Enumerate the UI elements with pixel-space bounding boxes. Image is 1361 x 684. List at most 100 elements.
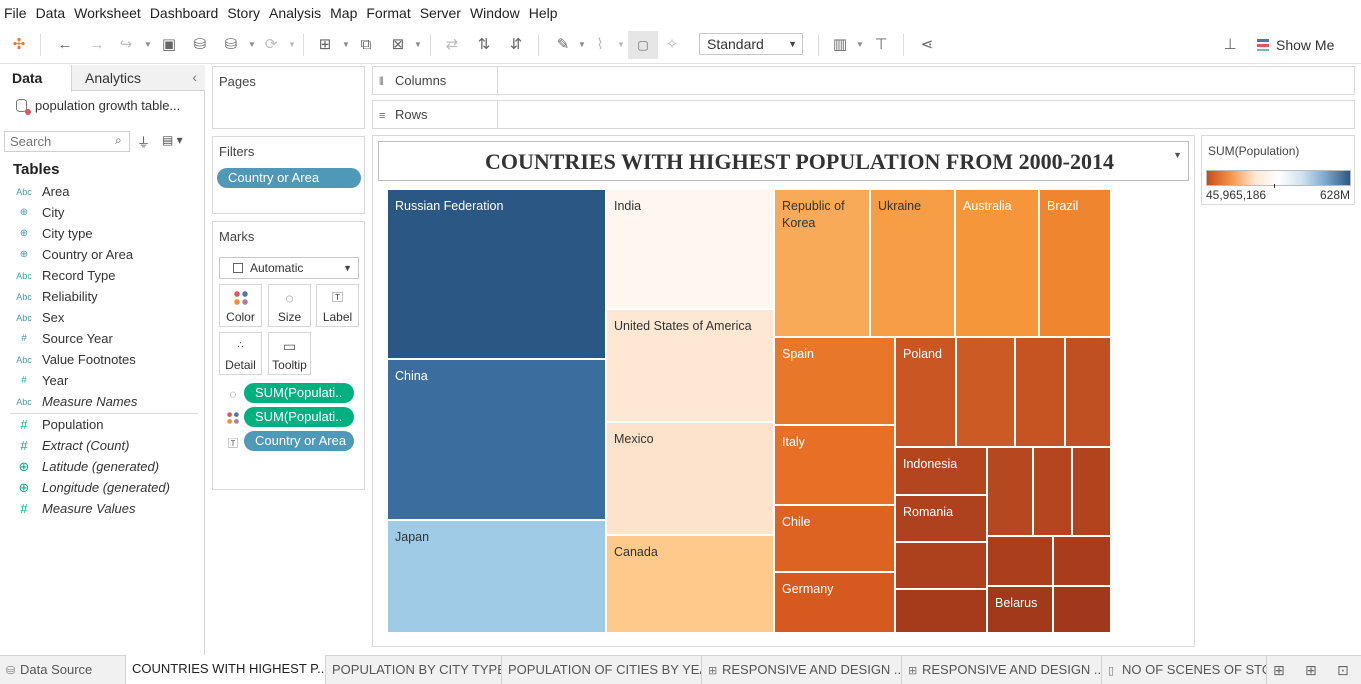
tooltip-button[interactable]: ▭ Tooltip [268, 332, 311, 375]
treemap-tile[interactable]: Russian Federation [387, 189, 606, 359]
color-pill[interactable]: SUM(Populati.. [244, 407, 354, 427]
save-icon[interactable]: ▣ [161, 36, 177, 53]
show-mark-labels-icon[interactable]: ▢ [637, 38, 649, 52]
menu-window[interactable]: Window [469, 5, 520, 21]
treemap-tile[interactable]: Romania [895, 495, 987, 542]
duplicate-sheet-icon[interactable]: ⧉ [360, 36, 372, 53]
treemap-tile[interactable] [1015, 337, 1065, 447]
treemap-tile[interactable] [1053, 586, 1111, 633]
treemap-tile[interactable]: Japan [387, 520, 606, 633]
sort-ascending-icon[interactable]: ⇅ [477, 36, 491, 53]
share-icon[interactable]: ⋖ [920, 36, 934, 53]
treemap-tile[interactable] [1072, 447, 1111, 536]
field-item[interactable]: # Year [0, 371, 200, 391]
treemap-tile[interactable] [1033, 447, 1072, 536]
menu-help[interactable]: Help [528, 5, 558, 21]
treemap-tile[interactable]: Poland [895, 337, 956, 447]
field-item[interactable]: Abc Record Type [0, 266, 200, 286]
menu-data[interactable]: Data [35, 5, 66, 21]
datasource-item[interactable]: population growth table... [16, 98, 180, 115]
clear-sheet-icon[interactable]: ⊠ [391, 36, 405, 53]
field-item[interactable]: ⊕ Country or Area [0, 245, 200, 265]
menu-map[interactable]: Map [330, 5, 358, 21]
highlight-icon[interactable]: ✎ [556, 36, 570, 53]
field-item[interactable]: # Measure Values [0, 499, 200, 519]
sheet-tab[interactable]: ⊞ RESPONSIVE AND DESIGN ... [702, 656, 902, 684]
field-item[interactable]: Abc Value Footnotes [0, 350, 200, 370]
treemap-tile[interactable]: Indonesia [895, 447, 987, 495]
treemap-tile[interactable] [987, 536, 1053, 586]
field-item[interactable]: ⊕ Latitude (generated) [0, 457, 200, 477]
field-item[interactable]: Abc Reliability [0, 287, 200, 307]
group-members-icon[interactable]: ⌇ [596, 36, 604, 53]
size-button[interactable]: ◌ Size [268, 284, 311, 327]
tableau-logo-icon[interactable]: ✣ [12, 36, 26, 53]
color-legend[interactable]: SUM(Population) 45,965,186 628M [1201, 135, 1355, 205]
treemap-tile[interactable]: India [606, 189, 774, 309]
menu-worksheet[interactable]: Worksheet [74, 5, 141, 21]
menu-file[interactable]: File [4, 5, 27, 21]
treemap-tile[interactable]: Belarus [987, 586, 1053, 633]
show-me-button[interactable]: Show Me [1257, 35, 1334, 55]
filters-card[interactable]: Filters Country or Area [212, 136, 365, 214]
treemap-tile[interactable]: Italy [774, 425, 895, 505]
sheet-tab[interactable]: ⊞ RESPONSIVE AND DESIGN ... [902, 656, 1102, 684]
new-dashboard-icon[interactable]: ⊞ [1305, 662, 1317, 678]
fit-select[interactable]: Standard ▼ [699, 33, 803, 55]
new-data-source-icon[interactable]: ⛁ [193, 36, 207, 53]
treemap-tile[interactable] [895, 542, 987, 589]
swap-rows-columns-icon[interactable]: ⇄ [445, 36, 459, 53]
filter-pill-country-or-area[interactable]: Country or Area [217, 168, 361, 188]
treemap-tile[interactable]: Ukraine [870, 189, 955, 337]
treemap-tile[interactable]: Republic of Korea [774, 189, 870, 337]
worksheet-title-box[interactable]: COUNTRIES WITH HIGHEST POPULATION FROM 2… [378, 141, 1189, 181]
field-item[interactable]: ⊕ City type [0, 224, 200, 244]
sheet-tab[interactable]: ⛁ Data Source [0, 656, 126, 684]
treemap-tile[interactable] [1065, 337, 1111, 447]
treemap-tile[interactable]: United States of America [606, 309, 774, 422]
undo-icon[interactable]: ← [57, 36, 73, 53]
refresh-icon[interactable]: ⟳ [264, 36, 278, 53]
menu-format[interactable]: Format [366, 5, 411, 21]
menu-analysis[interactable]: Analysis [269, 5, 322, 21]
new-worksheet-icon[interactable]: ⊞ [318, 36, 332, 53]
treemap-tile[interactable]: Chile [774, 505, 895, 572]
chevron-down-icon[interactable]: ▼ [1173, 150, 1182, 160]
tab-data[interactable]: Data [0, 65, 72, 92]
field-item[interactable]: Abc Sex [0, 308, 200, 328]
show-cards-icon[interactable]: ▥ [832, 36, 848, 53]
field-item[interactable]: ⊕ City [0, 203, 200, 223]
sheet-tab[interactable]: POPULATION OF CITIES BY YEAR [502, 656, 702, 684]
detail-button[interactable]: ∴ Detail [219, 332, 262, 375]
treemap-tile[interactable] [895, 589, 987, 633]
treemap-tile[interactable]: Spain [774, 337, 895, 425]
redo-icon[interactable]: → [89, 36, 105, 53]
treemap-tile[interactable]: Germany [774, 572, 895, 633]
marks-card-toggle-icon[interactable]: ⊥ [1223, 36, 1237, 53]
list-view-icon[interactable]: ▤ ▾ [162, 133, 183, 147]
field-item[interactable]: # Population [0, 415, 200, 435]
treemap-tile[interactable] [956, 337, 1015, 447]
pause-updates-icon[interactable]: ⛁ [224, 36, 238, 53]
sheet-tab[interactable]: COUNTRIES WITH HIGHEST P... [126, 655, 326, 684]
menu-server[interactable]: Server [419, 5, 461, 21]
treemap-tile[interactable]: China [387, 359, 606, 520]
search-input[interactable] [4, 131, 130, 152]
size-pill[interactable]: SUM(Populati.. [244, 383, 354, 403]
search-icon[interactable]: ⌕ [115, 133, 122, 147]
presentation-mode-icon[interactable]: ⊤ [874, 36, 888, 53]
new-story-icon[interactable]: ⊡ [1337, 662, 1349, 678]
filter-icon[interactable]: ⏚ [137, 135, 151, 150]
treemap-tile[interactable]: Australia [955, 189, 1039, 337]
label-button[interactable]: 🅃 Label [316, 284, 359, 327]
field-item[interactable]: # Source Year [0, 329, 200, 349]
field-item[interactable]: Abc Area [0, 182, 200, 202]
treemap-tile[interactable] [1053, 536, 1111, 586]
label-pill[interactable]: Country or Area [244, 431, 354, 451]
collapse-left-icon[interactable]: ‹ [192, 69, 197, 85]
replay-icon[interactable]: ↪ [119, 36, 133, 53]
menu-story[interactable]: Story [227, 5, 260, 21]
menu-dashboard[interactable]: Dashboard [149, 5, 219, 21]
field-item[interactable]: ⊕ Longitude (generated) [0, 478, 200, 498]
sheet-tab[interactable]: POPULATION BY CITY TYPE [326, 656, 502, 684]
